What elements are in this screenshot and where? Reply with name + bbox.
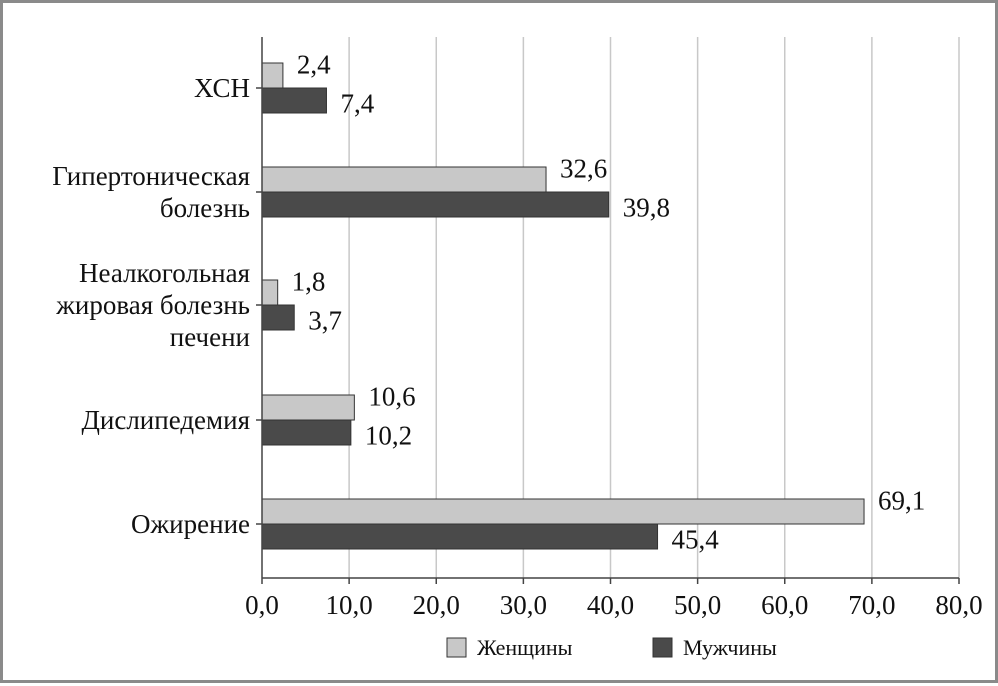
data-label: 10,6 [368, 382, 415, 412]
bar-women [261, 498, 865, 525]
bar-men [261, 87, 327, 114]
axes [256, 37, 960, 584]
bar-women [261, 394, 355, 421]
data-label: 3,7 [308, 306, 342, 336]
x-tick-label: 0,0 [245, 590, 279, 620]
x-tick-label: 10,0 [326, 590, 373, 620]
category-label: Неалкогольная [79, 258, 250, 288]
category-label: печени [170, 322, 250, 352]
x-tick-label: 80,0 [935, 590, 982, 620]
legend-label-men: Мужчины [683, 635, 777, 660]
category-label: Ожирение [131, 509, 250, 539]
legend: Женщины Мужчины [446, 635, 777, 660]
category-label: жировая болезнь [55, 290, 250, 320]
legend-swatch-women [446, 637, 467, 658]
x-tick-label: 50,0 [674, 590, 721, 620]
bars [261, 62, 865, 550]
data-label: 45,4 [672, 525, 720, 555]
x-tick-label: 70,0 [848, 590, 895, 620]
bar-men [261, 419, 352, 446]
data-label: 2,4 [297, 50, 331, 80]
bar-women [261, 62, 284, 89]
data-label: 1,8 [292, 267, 326, 297]
data-label: 32,6 [560, 154, 607, 184]
x-tick-label: 20,0 [413, 590, 460, 620]
bar-men [261, 523, 659, 550]
gridlines [348, 37, 960, 578]
bar-women [261, 279, 279, 306]
data-label: 69,1 [878, 486, 925, 516]
bar-men [261, 304, 295, 331]
category-label: Гипертоническая [52, 161, 250, 191]
data-label: 10,2 [365, 421, 412, 451]
x-tick-label: 60,0 [761, 590, 808, 620]
data-label: 7,4 [340, 89, 374, 119]
category-label: болезнь [160, 193, 250, 223]
x-tick-label: 40,0 [587, 590, 634, 620]
labels: 0,0 10,0 20,0 30,0 40,0 50,0 60,0 70,0 80,0 ХСН Ги… [52, 50, 982, 621]
bar-chart: 0,0 10,0 20,0 30,0 40,0 50,0 60,0 70,0 80,0 ХСН Ги… [52, 37, 983, 660]
legend-swatch-men [652, 637, 673, 658]
bar-women [261, 166, 547, 193]
category-label: Дислипедемия [81, 405, 250, 435]
x-tick-label: 30,0 [500, 590, 547, 620]
category-label: ХСН [194, 73, 250, 103]
bar-men [261, 191, 610, 218]
data-label: 39,8 [623, 193, 670, 223]
legend-label-women: Женщины [477, 635, 573, 660]
